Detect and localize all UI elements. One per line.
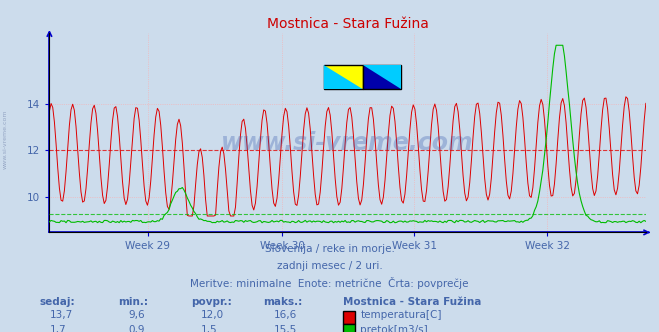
Text: Meritve: minimalne  Enote: metrične  Črta: povprečje: Meritve: minimalne Enote: metrične Črta:…	[190, 277, 469, 289]
Text: sedaj:: sedaj:	[40, 297, 75, 307]
Text: Slovenija / reke in morje.: Slovenija / reke in morje.	[264, 244, 395, 254]
Text: zadnji mesec / 2 uri.: zadnji mesec / 2 uri.	[277, 261, 382, 271]
Polygon shape	[324, 65, 362, 89]
Text: 1,5: 1,5	[201, 325, 217, 332]
Text: 15,5: 15,5	[273, 325, 297, 332]
Text: min.:: min.:	[119, 297, 149, 307]
Text: maks.:: maks.:	[264, 297, 303, 307]
Text: 13,7: 13,7	[49, 310, 72, 320]
Text: www.si-vreme.com: www.si-vreme.com	[3, 110, 8, 169]
Text: 1,7: 1,7	[49, 325, 66, 332]
Text: 16,6: 16,6	[273, 310, 297, 320]
Polygon shape	[362, 65, 401, 89]
Text: 0,9: 0,9	[129, 325, 145, 332]
Text: 12,0: 12,0	[201, 310, 224, 320]
Text: 9,6: 9,6	[129, 310, 145, 320]
Text: povpr.:: povpr.:	[191, 297, 232, 307]
Text: Mostnica - Stara Fužina: Mostnica - Stara Fužina	[343, 297, 481, 307]
Text: pretok[m3/s]: pretok[m3/s]	[360, 325, 428, 332]
FancyBboxPatch shape	[324, 65, 362, 89]
Title: Mostnica - Stara Fužina: Mostnica - Stara Fužina	[267, 17, 428, 31]
Text: temperatura[C]: temperatura[C]	[360, 310, 442, 320]
Text: www.si-vreme.com: www.si-vreme.com	[221, 131, 474, 155]
FancyBboxPatch shape	[362, 65, 401, 89]
